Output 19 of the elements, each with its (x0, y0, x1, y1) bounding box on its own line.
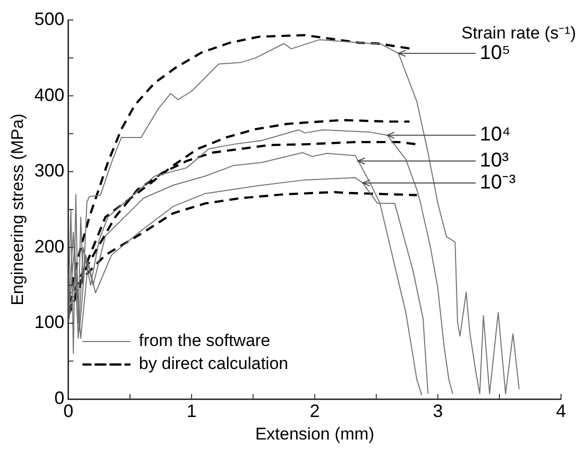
legend-label: from the software (138, 331, 270, 350)
annotation: 10⁻³ (480, 171, 516, 194)
x-tick-label: 3 (432, 400, 443, 421)
y-tick-label: 500 (34, 8, 64, 29)
x-tick-label: 4 (556, 400, 566, 421)
y-tick-label: 400 (34, 84, 64, 105)
x-axis-title: Extension (mm) (255, 424, 374, 444)
x-tick-label: 1 (186, 400, 197, 421)
y-tick-label: 0 (54, 388, 64, 408)
annotation: 10⁵ (480, 42, 510, 64)
x-tick-label: 2 (310, 400, 320, 421)
y-tick-label: 200 (34, 236, 64, 256)
legend-label: by direct calculation (138, 354, 288, 374)
y-tick-label: 300 (34, 160, 64, 181)
annotation: 10³ (480, 150, 509, 172)
annotation: 10⁴ (480, 124, 511, 146)
y-tick-label: 100 (34, 312, 64, 332)
annotation: Strain rate (s⁻¹) (461, 24, 576, 43)
y-axis-title: Engineering stress (MPa) (8, 114, 27, 306)
